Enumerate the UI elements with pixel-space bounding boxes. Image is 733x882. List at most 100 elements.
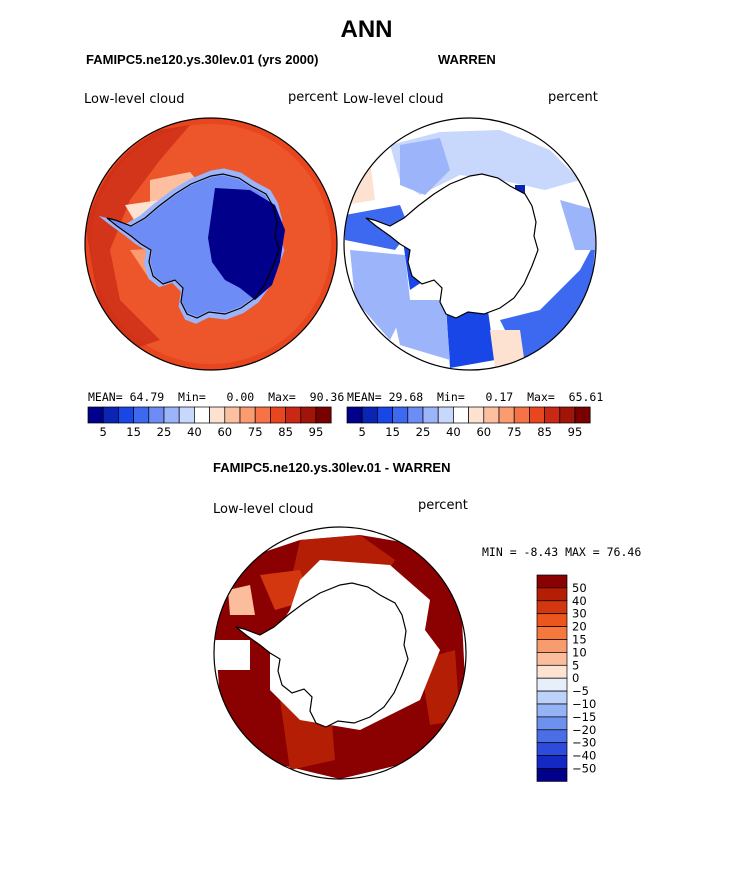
colorbar-panel2-tick-label: 60 <box>476 425 491 439</box>
panel3-stats: MIN = -8.43 MAX = 76.46 <box>482 545 642 559</box>
colorbar-panel1-swatch <box>209 406 226 424</box>
colorbar-difference-tick-label: −15 <box>572 710 596 724</box>
main-title: ANN <box>340 16 393 43</box>
colorbar-difference-tick-label: −10 <box>572 697 596 711</box>
panel2-stats: MEAN= 29.68 Min= 0.17 Max= 65.61 <box>347 390 604 404</box>
colorbar-panel2-swatch <box>529 406 545 424</box>
colorbar-panel2-swatch <box>361 406 378 424</box>
colorbar-panel1-tick-label: 25 <box>157 425 172 439</box>
panel1-plateau-low-cloud <box>208 188 285 300</box>
panel3-variable-label: Low-level cloud <box>213 502 314 517</box>
colorbar-difference-tick-label: −5 <box>572 684 589 698</box>
panel1-units-label: percent <box>288 90 338 105</box>
colorbar-panel1-tick-label: 40 <box>187 425 202 439</box>
panel2-units-label: percent <box>548 90 598 105</box>
colorbar-difference-swatch <box>536 613 568 627</box>
colorbar-difference-tick-label: 0 <box>572 671 579 685</box>
colorbar-panel2-swatch <box>437 406 454 424</box>
colorbar-panel1-swatch <box>148 406 165 424</box>
colorbar-panel1-swatch <box>315 406 332 424</box>
colorbar-difference-tick-label: 10 <box>572 645 587 659</box>
panel2-title: WARREN <box>438 52 496 67</box>
colorbar-panel2-swatch <box>422 406 439 424</box>
colorbar-panel2-swatch <box>574 406 591 424</box>
colorbar-panel2-tick-label: 95 <box>568 425 583 439</box>
colorbar-panel2-swatch <box>377 406 393 424</box>
colorbar-panel1-swatch <box>239 406 256 424</box>
colorbar-difference-tick-label: −40 <box>572 749 596 763</box>
panel1-title: FAMIPC5.ne120.ys.30lev.01 (yrs 2000) <box>86 52 319 67</box>
panel3-title: FAMIPC5.ne120.ys.30lev.01 - WARREN <box>213 460 451 475</box>
panel3-map <box>213 526 467 780</box>
panel1-stats: MEAN= 64.79 Min= 0.00 Max= 90.36 <box>88 390 345 404</box>
colorbar-difference-swatch <box>536 639 568 653</box>
colorbar-panel2-swatch <box>453 406 469 424</box>
colorbar-difference-swatch <box>536 626 568 640</box>
colorbar-panel2-tick-label: 25 <box>416 425 431 439</box>
colorbar-panel1-swatch <box>118 406 134 424</box>
colorbar-panel1-swatch <box>178 406 195 424</box>
colorbar-panel1-swatch <box>163 406 180 424</box>
colorbar-panel1-swatch <box>270 406 286 424</box>
colorbar-difference-swatch <box>536 587 568 602</box>
colorbar-panel2-swatch <box>559 406 576 424</box>
colorbar-difference-swatch <box>536 703 568 718</box>
colorbar-panel2-swatch <box>407 406 424 424</box>
colorbar-panel2-swatch <box>513 406 530 424</box>
panel1-boundary <box>84 117 338 371</box>
colorbar-panel2-tick-label: 85 <box>537 425 552 439</box>
colorbar-panel1-swatch <box>254 406 271 424</box>
colorbar-panel1-tick-label: 85 <box>278 425 293 439</box>
colorbar-panel2-swatch <box>392 406 409 424</box>
colorbar-panel1-swatch <box>285 406 302 424</box>
colorbar-difference-tick-label: −20 <box>572 723 596 737</box>
colorbar-panel1-swatch <box>133 406 150 424</box>
colorbar-difference-tick-label: −30 <box>572 736 596 750</box>
colorbar-panel2-tick-label: 75 <box>507 425 522 439</box>
colorbar-panel2: 5 15 25 40 60 75 85 95 <box>346 406 591 439</box>
colorbar-difference-swatch <box>536 755 568 769</box>
colorbar-difference-swatch <box>536 690 568 705</box>
colorbar-panel1-swatch <box>87 406 104 424</box>
panel2-boundary <box>343 117 597 371</box>
colorbar-panel1-swatch <box>300 406 317 424</box>
panel1-map <box>84 117 338 371</box>
colorbar-difference-swatch <box>536 600 568 615</box>
colorbar-difference-swatch <box>536 716 568 731</box>
colorbar-panel2-swatch <box>483 406 500 424</box>
colorbar-difference-swatch <box>536 664 568 679</box>
colorbar-panel1-tick-label: 95 <box>309 425 324 439</box>
colorbar-difference-swatch <box>536 729 568 744</box>
colorbar-difference-swatch <box>536 652 568 666</box>
panel3-units-label: percent <box>418 498 468 513</box>
colorbar-panel1-swatch <box>194 406 210 424</box>
colorbar-difference-tick-label: 20 <box>572 620 587 634</box>
colorbar-difference-tick-label: 50 <box>572 581 587 595</box>
colorbar-difference-tick-label: 15 <box>572 633 587 647</box>
colorbar-panel2-swatch <box>498 406 515 424</box>
colorbar-difference-swatch <box>536 574 568 589</box>
colorbar-difference-tick-label: 5 <box>572 658 579 672</box>
panel2-map <box>343 117 597 371</box>
panel2-variable-label: Low-level cloud <box>343 92 444 107</box>
colorbar-panel2-swatch <box>468 406 485 424</box>
colorbar-panel1-swatch <box>224 406 241 424</box>
colorbar-panel1-tick-label: 15 <box>126 425 141 439</box>
colorbar-panel2-swatch <box>346 406 363 424</box>
colorbar-panel1-swatch <box>102 406 119 424</box>
colorbar-panel2-swatch <box>544 406 561 424</box>
colorbar-difference-swatch <box>536 768 568 782</box>
colorbar-panel1-tick-label: 60 <box>217 425 232 439</box>
panel1-variable-label: Low-level cloud <box>84 92 185 107</box>
colorbar-panel2-tick-label: 40 <box>446 425 461 439</box>
colorbar-panel1: 5 15 25 40 60 75 85 95 <box>87 406 332 439</box>
colorbar-panel2-tick-label: 5 <box>359 425 366 439</box>
colorbar-difference-tick-label: 40 <box>572 594 587 608</box>
colorbar-panel1-tick-label: 75 <box>248 425 263 439</box>
colorbar-difference-swatch <box>536 742 568 756</box>
colorbar-difference-tick-label: −50 <box>572 762 596 776</box>
panel3-boundary <box>213 526 467 780</box>
colorbar-difference-swatch <box>536 677 568 692</box>
